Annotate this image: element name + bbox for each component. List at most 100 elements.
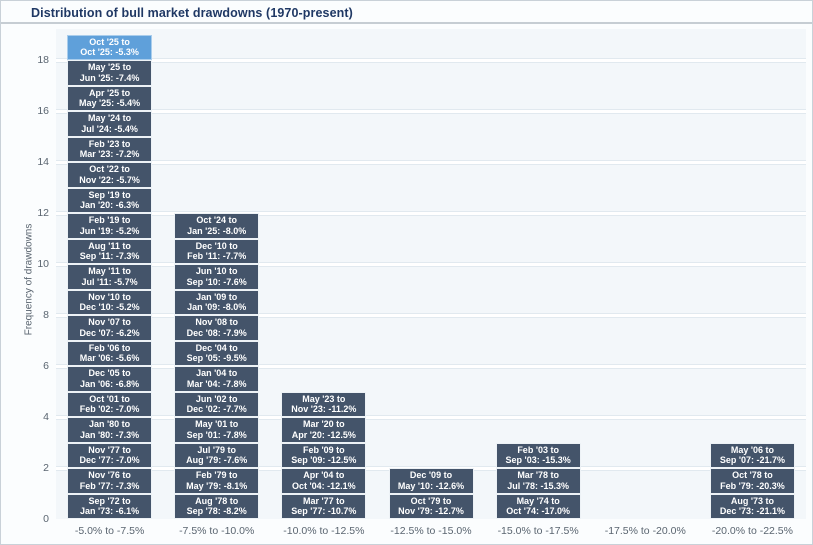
- drawdown-range-end-value: Jan '20: -6.3%: [79, 200, 140, 211]
- drawdown-block[interactable]: Dec '04 to Sep '05: -9.5%: [174, 340, 260, 366]
- gridline: [56, 415, 806, 419]
- drawdown-range-end-value: May '25: -5.4%: [78, 98, 141, 109]
- drawdown-block[interactable]: Jul '79 to Aug '79: -7.6%: [174, 442, 260, 468]
- x-tick-label: -12.5% to -15.0%: [390, 525, 472, 537]
- drawdown-range-start: Jun '10 to: [195, 266, 238, 277]
- drawdown-block[interactable]: Feb '19 to Jun '19: -5.2%: [67, 213, 153, 239]
- drawdown-block[interactable]: Feb '03 to Sep '03: -15.3%: [495, 442, 581, 468]
- drawdown-range-end-value: Dec '73: -21.1%: [719, 506, 786, 517]
- drawdown-range-start: Aug '73 to: [730, 495, 774, 506]
- drawdown-block[interactable]: Dec '09 to May '10: -12.6%: [388, 468, 474, 494]
- drawdown-range-end-value: Oct '04: -12.1%: [292, 480, 356, 491]
- drawdown-range-end-value: Jan '25: -8.0%: [187, 225, 247, 236]
- drawdown-range-start: Jun '02 to: [195, 393, 238, 404]
- drawdown-range-end-value: Jun '25: -7.4%: [79, 72, 140, 83]
- drawdown-range-start: Oct '24 to: [196, 215, 238, 226]
- drawdown-block[interactable]: Dec '10 to Feb '11: -7.7%: [174, 238, 260, 264]
- drawdown-block[interactable]: Jan '09 to Jan '09: -8.0%: [174, 289, 260, 315]
- title-divider: [1, 22, 812, 24]
- drawdown-block[interactable]: Nov '08 to Dec '08: -7.9%: [174, 315, 260, 341]
- drawdown-range-start: Nov '08 to: [195, 317, 239, 328]
- drawdown-block[interactable]: Dec '05 to Jan '06: -6.8%: [67, 366, 153, 392]
- drawdown-range-end-value: Mar '04: -7.8%: [186, 378, 247, 389]
- drawdown-range-start: May '01 to: [195, 419, 239, 430]
- drawdown-block[interactable]: Feb '79 to May '79: -8.1%: [174, 468, 260, 494]
- drawdown-range-start: Mar '77 to: [303, 495, 345, 506]
- drawdown-block[interactable]: May '11 to Jul '11: -5.7%: [67, 264, 153, 290]
- drawdown-block[interactable]: Oct '24 to Jan '25: -8.0%: [174, 213, 260, 239]
- drawdown-block[interactable]: Aug '73 to Dec '73: -21.1%: [709, 493, 795, 519]
- y-tick-label: 10: [37, 258, 49, 270]
- drawdown-block[interactable]: Oct '22 to Nov '22: -5.7%: [67, 162, 153, 188]
- drawdown-range-start: Oct '79 to: [410, 495, 452, 506]
- drawdown-range-start: Dec '04 to: [195, 342, 238, 353]
- drawdown-block[interactable]: Aug '78 to Sep '78: -8.2%: [174, 493, 260, 519]
- drawdown-block[interactable]: Feb '09 to Sep '09: -12.5%: [281, 442, 367, 468]
- y-tick-label: 4: [43, 411, 49, 423]
- gridline: [56, 364, 806, 368]
- drawdown-block[interactable]: May '23 to Nov '23: -11.2%: [281, 391, 367, 417]
- drawdown-range-end-value: Mar '23: -7.2%: [79, 149, 140, 160]
- drawdown-block[interactable]: May '74 to Oct '74: -17.0%: [495, 493, 581, 519]
- drawdown-range-end-value: Sep '78: -8.2%: [186, 506, 247, 517]
- drawdown-range-start: Mar '20 to: [303, 419, 345, 430]
- drawdown-block[interactable]: Apr '25 to May '25: -5.4%: [67, 85, 153, 111]
- drawdown-block[interactable]: Oct '79 to Nov '79: -12.7%: [388, 493, 474, 519]
- drawdown-block[interactable]: Feb '06 to Mar '06: -5.6%: [67, 340, 153, 366]
- drawdown-range-start: Nov '76 to: [88, 470, 131, 481]
- plot-area: Oct '25 to Oct '25: -5.3% May '25 to Jun '2…: [56, 29, 806, 519]
- drawdown-block[interactable]: Jan '04 to Mar '04: -7.8%: [174, 366, 260, 392]
- drawdown-range-end-value: Jun '19: -5.2%: [79, 225, 140, 236]
- histogram-column: Dec '09 to May '10: -12.6% Oct '79 to Nov '…: [388, 468, 474, 519]
- drawdown-block[interactable]: Nov '07 to Dec '07: -6.2%: [67, 315, 153, 341]
- histogram-column: Oct '24 to Jan '25: -8.0% Dec '10 to Feb '1…: [174, 213, 260, 519]
- drawdown-range-start: Apr '04 to: [303, 470, 345, 481]
- gridline: [56, 262, 806, 266]
- drawdown-range-end-value: Nov '23: -11.2%: [291, 404, 357, 415]
- x-tick-label: -15.0% to -17.5%: [497, 525, 579, 537]
- drawdown-block[interactable]: Mar '20 to Apr '20: -12.5%: [281, 417, 367, 443]
- drawdown-block[interactable]: Jun '10 to Sep '10: -7.6%: [174, 264, 260, 290]
- drawdown-range-start: Feb '09 to: [303, 444, 345, 455]
- drawdown-block[interactable]: Apr '04 to Oct '04: -12.1%: [281, 468, 367, 494]
- histogram-column: Oct '25 to Oct '25: -5.3% May '25 to Jun '2…: [67, 34, 153, 519]
- drawdown-block-highlighted[interactable]: Oct '25 to Oct '25: -5.3%: [67, 34, 153, 60]
- x-tick-label: -7.5% to -10.0%: [179, 525, 255, 537]
- drawdown-range-end-value: Oct '25: -5.3%: [80, 47, 139, 58]
- drawdown-range-start: Apr '25 to: [88, 87, 131, 98]
- drawdown-block[interactable]: Oct '01 to Feb '02: -7.0%: [67, 391, 153, 417]
- drawdown-range-end-value: Feb '11: -7.7%: [187, 251, 247, 262]
- drawdown-block[interactable]: Oct '78 to Feb '79: -20.3%: [709, 468, 795, 494]
- gridline: [56, 313, 806, 317]
- drawdown-range-start: May '25 to: [87, 62, 132, 73]
- drawdown-range-start: Aug '11 to: [88, 240, 131, 251]
- drawdown-block[interactable]: Nov '77 to Dec '77: -7.0%: [67, 442, 153, 468]
- drawdown-block[interactable]: Feb '23 to Mar '23: -7.2%: [67, 136, 153, 162]
- gridline: [56, 160, 806, 164]
- drawdown-block[interactable]: Nov '10 to Dec '10: -5.2%: [67, 289, 153, 315]
- x-tick-label: -5.0% to -7.5%: [74, 525, 145, 537]
- drawdown-block[interactable]: Nov '76 to Feb '77: -7.3%: [67, 468, 153, 494]
- drawdown-range-end-value: Sep '07: -21.7%: [719, 455, 785, 466]
- drawdown-block[interactable]: Sep '72 to Jan '73: -6.1%: [67, 493, 153, 519]
- drawdown-range-start: Nov '10 to: [88, 291, 131, 302]
- drawdown-range-start: Feb '19 to: [88, 215, 131, 226]
- drawdown-block[interactable]: Mar '78 to Jul '78: -15.3%: [495, 468, 581, 494]
- drawdown-block[interactable]: Jun '02 to Dec '02: -7.7%: [174, 391, 260, 417]
- drawdown-range-end-value: Sep '05: -9.5%: [186, 353, 247, 364]
- y-tick-label: 12: [37, 207, 49, 219]
- drawdown-range-start: Dec '05 to: [88, 368, 131, 379]
- drawdown-block[interactable]: Jan '80 to Jan '80: -7.3%: [67, 417, 153, 443]
- drawdown-range-start: Jan '04 to: [196, 368, 238, 379]
- drawdown-range-start: Mar '78 to: [517, 470, 559, 481]
- drawdown-block[interactable]: Aug '11 to Sep '11: -7.3%: [67, 238, 153, 264]
- y-axis-title: Frequency of drawdowns: [23, 223, 35, 336]
- drawdown-block[interactable]: Sep '19 to Jan '20: -6.3%: [67, 187, 153, 213]
- drawdown-block[interactable]: May '01 to Sep '01: -7.8%: [174, 417, 260, 443]
- drawdown-block[interactable]: May '06 to Sep '07: -21.7%: [709, 442, 795, 468]
- drawdown-block[interactable]: May '25 to Jun '25: -7.4%: [67, 60, 153, 86]
- drawdown-block[interactable]: May '24 to Jul '24: -5.4%: [67, 111, 153, 137]
- drawdown-block[interactable]: Mar '77 to Sep '77: -10.7%: [281, 493, 367, 519]
- drawdown-range-end-value: Dec '10: -5.2%: [79, 302, 140, 313]
